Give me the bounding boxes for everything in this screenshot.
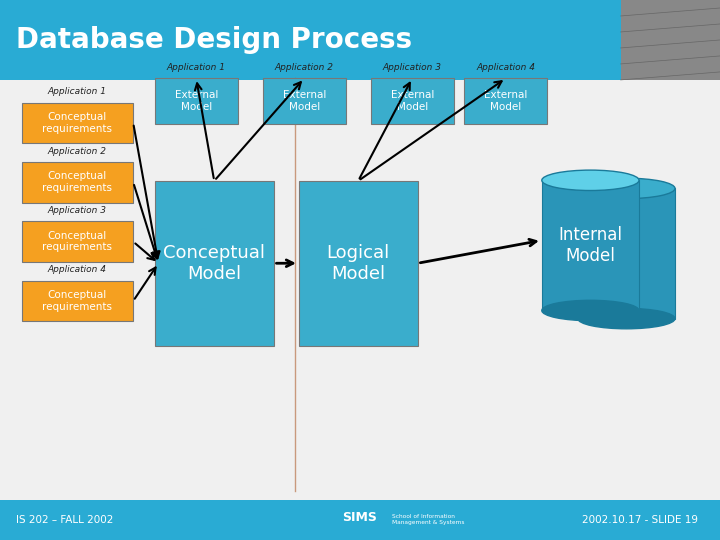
Bar — [155, 78, 238, 124]
Text: External
Model: External Model — [390, 90, 434, 112]
Text: Conceptual
Model: Conceptual Model — [163, 244, 265, 282]
Text: Application 3: Application 3 — [48, 206, 107, 215]
Text: Conceptual
requirements: Conceptual requirements — [42, 291, 112, 312]
Text: Conceptual
requirements: Conceptual requirements — [42, 112, 112, 134]
Bar — [22, 281, 133, 321]
Bar — [621, 0, 720, 80]
Bar — [577, 188, 675, 319]
Ellipse shape — [577, 308, 675, 329]
Text: Application 2: Application 2 — [48, 146, 107, 156]
Bar — [0, 500, 720, 540]
Text: Database Design Process: Database Design Process — [16, 26, 412, 54]
Text: Application 3: Application 3 — [383, 63, 441, 72]
Bar — [22, 221, 133, 262]
Text: IS 202 – FALL 2002: IS 202 – FALL 2002 — [16, 515, 113, 525]
Text: Application 4: Application 4 — [48, 265, 107, 274]
Bar — [22, 162, 133, 202]
Bar — [263, 78, 346, 124]
Text: 2002.10.17 - SLIDE 19: 2002.10.17 - SLIDE 19 — [582, 515, 698, 525]
Text: External
Model: External Model — [282, 90, 326, 112]
Text: External
Model: External Model — [484, 90, 528, 112]
Text: Application 1: Application 1 — [48, 87, 107, 96]
Text: School of Information
Management & Systems: School of Information Management & Syste… — [392, 514, 465, 525]
Text: Application 1: Application 1 — [167, 63, 225, 72]
Ellipse shape — [541, 170, 639, 191]
Text: Internal
Model: Internal Model — [559, 226, 622, 265]
Bar — [299, 181, 418, 346]
Text: Application 4: Application 4 — [477, 63, 535, 72]
Text: Conceptual
requirements: Conceptual requirements — [42, 231, 112, 252]
Text: Logical
Model: Logical Model — [327, 244, 390, 282]
Bar — [155, 181, 274, 346]
Text: Application 2: Application 2 — [275, 63, 333, 72]
Bar — [0, 0, 720, 80]
Text: SIMS: SIMS — [343, 510, 377, 524]
Bar — [371, 78, 454, 124]
Ellipse shape — [577, 178, 675, 199]
Bar — [541, 180, 639, 310]
Bar — [464, 78, 547, 124]
Bar — [22, 103, 133, 143]
Text: External
Model: External Model — [174, 90, 218, 112]
Ellipse shape — [541, 300, 639, 321]
Text: Conceptual
requirements: Conceptual requirements — [42, 172, 112, 193]
